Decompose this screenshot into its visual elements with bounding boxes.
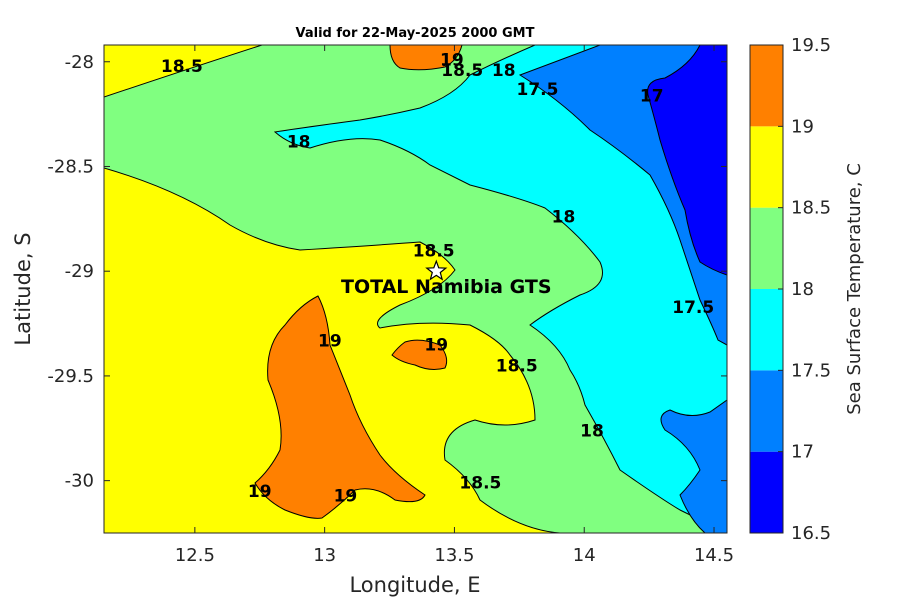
contour-label: 18.5 <box>413 241 455 261</box>
station-marker-group: TOTAL Namibia GTS <box>341 259 552 298</box>
x-tick-label: 12.5 <box>175 545 215 566</box>
contour-label: 18.5 <box>441 61 483 81</box>
contour-label: 18 <box>580 421 604 441</box>
contour-label: 19 <box>440 51 464 71</box>
contour-label: 18 <box>492 61 516 81</box>
contour-label: 18.5 <box>161 57 203 77</box>
colorbar-label: Sea Surface Temperature, C <box>844 163 865 415</box>
y-tick-label: -30 <box>65 471 94 492</box>
colorbar-tick-label: 17 <box>791 442 814 463</box>
chart-title: Valid for 22-May-2025 2000 GMT <box>296 26 535 41</box>
contour-band-17-5-18 <box>273 45 727 533</box>
x-tick-label: 14.5 <box>694 545 734 566</box>
station-star-icon <box>425 259 448 281</box>
contour-band-19-19-5-north <box>389 45 463 71</box>
y-tick-label: -29 <box>65 261 94 282</box>
colorbar-tick-label: 16.5 <box>791 523 831 544</box>
contour-label: 19 <box>424 336 448 356</box>
contour-label: 19 <box>318 331 342 351</box>
contour-label: 18 <box>287 132 311 152</box>
y-tick-label: -29.5 <box>47 366 94 387</box>
contour-band-19-19-5-center <box>391 339 448 370</box>
x-tick-label: 13.5 <box>434 545 474 566</box>
contour-band-19-19-5-west <box>254 295 426 519</box>
x-tick-label: 14 <box>573 545 596 566</box>
colorbar-swatch <box>750 451 783 533</box>
contour-label: 19 <box>248 482 272 502</box>
y-axis-ticks: -28 -28.5 -29 -29.5 -30 <box>47 52 727 492</box>
colorbar-tick-label: 18.5 <box>791 198 831 219</box>
y-tick-label: -28.5 <box>47 156 94 177</box>
contour-label: 17.5 <box>672 298 714 318</box>
contour-label: 18.5 <box>459 474 501 494</box>
colorbar-swatch <box>750 126 783 208</box>
x-tick-label: 13 <box>313 545 336 566</box>
contour-label: 17.5 <box>517 80 559 100</box>
colorbar-swatch <box>750 289 783 371</box>
contour-band-16-5-17 <box>647 45 727 276</box>
contour-label: 17 <box>640 86 664 106</box>
colorbar-swatch <box>750 207 783 289</box>
colorbar-tick-label: 19.5 <box>791 35 831 56</box>
contour-label: 19 <box>334 486 358 506</box>
y-axis-label: Latitude, S <box>11 232 35 345</box>
x-axis-ticks: 12.5 13 13.5 14 14.5 <box>175 45 734 566</box>
colorbar: 16.5 17 17.5 18 18.5 19 19.5 <box>749 35 831 544</box>
contour-label: 18.5 <box>496 356 538 376</box>
colorbar-swatch <box>750 45 783 127</box>
y-tick-label: -28 <box>65 52 94 73</box>
colorbar-tick-label: 18 <box>791 279 814 300</box>
colorbar-swatch <box>750 370 783 452</box>
colorbar-tick-label: 19 <box>791 116 814 137</box>
contour-band-17-17-5-south <box>660 399 727 533</box>
plot-frame <box>103 44 728 534</box>
contour-label: 18 <box>552 208 576 228</box>
station-name: TOTAL Namibia GTS <box>341 276 552 298</box>
x-axis-label: Longitude, E <box>349 573 480 597</box>
colorbar-tick-label: 17.5 <box>791 360 831 381</box>
